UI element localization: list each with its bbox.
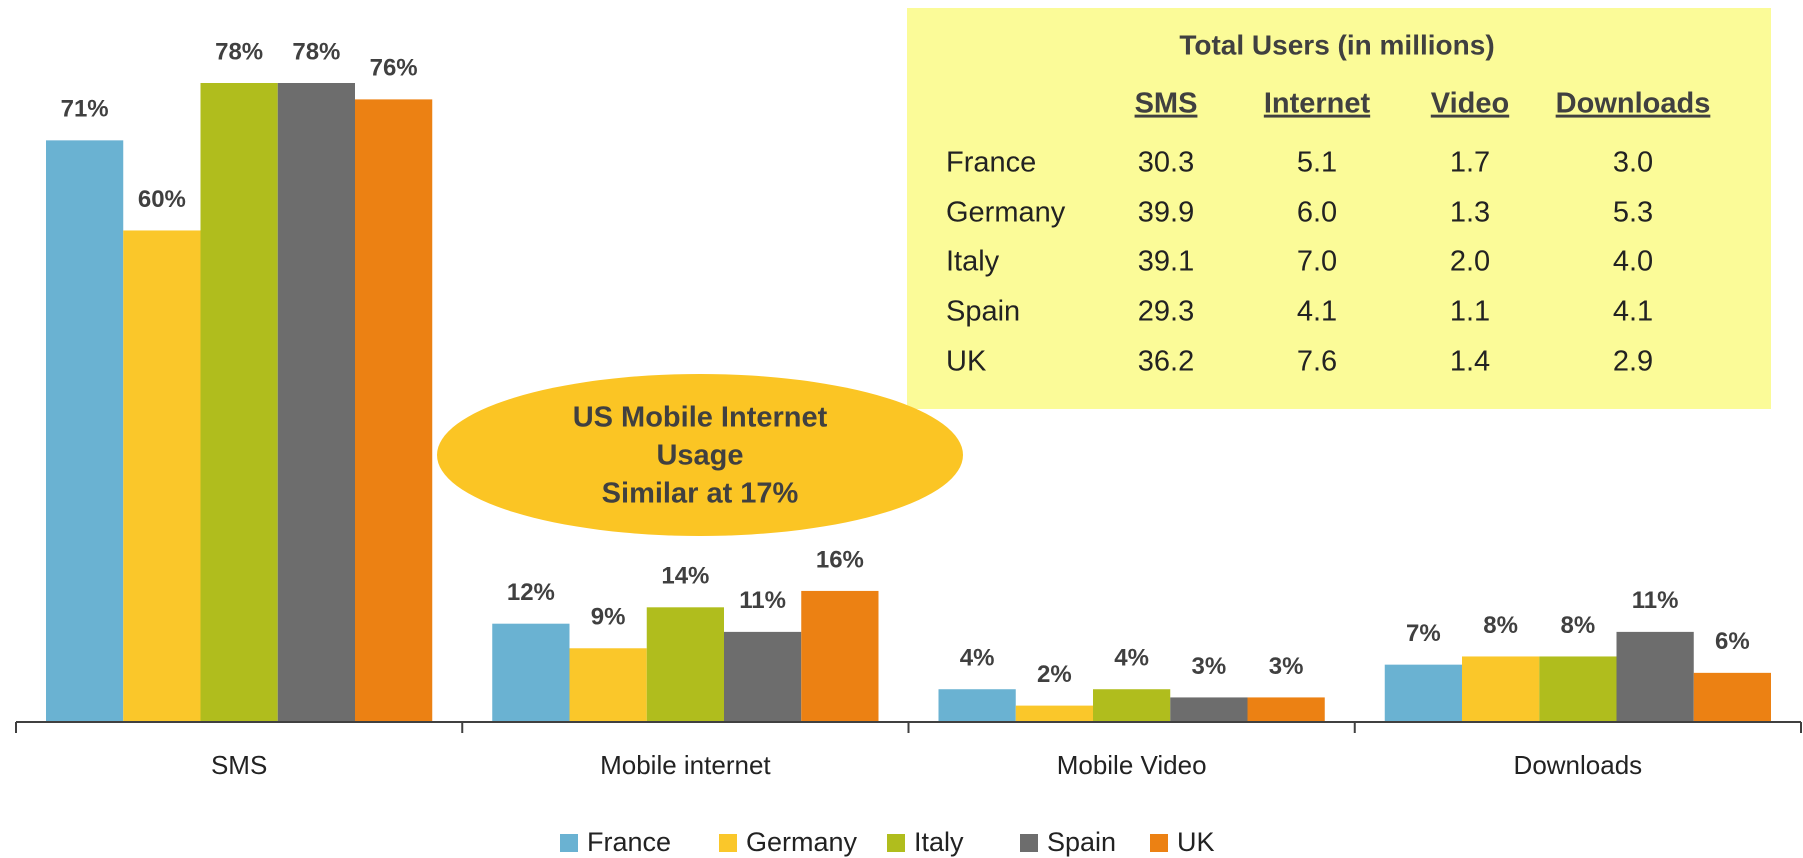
value-label: 8%: [1561, 612, 1596, 639]
value-label: 14%: [661, 563, 709, 590]
value-label: 9%: [591, 604, 626, 631]
bar: [1693, 672, 1771, 722]
table-cell: 4.1: [1297, 296, 1337, 328]
bar: [200, 83, 278, 722]
bar: [1539, 656, 1617, 722]
value-label: 8%: [1483, 612, 1518, 639]
bar: [801, 590, 879, 722]
table-cell: 39.9: [1138, 197, 1194, 229]
legend-label: France: [587, 827, 671, 857]
callout-text: Usage: [656, 440, 743, 472]
table-cell: 1.3: [1450, 197, 1490, 229]
legend-swatch: [719, 834, 737, 852]
value-label: 76%: [370, 55, 418, 82]
bar: [492, 623, 570, 722]
bar: [1093, 689, 1171, 722]
bar: [46, 140, 124, 722]
bar: [1462, 656, 1540, 722]
legend-label: Spain: [1047, 827, 1116, 857]
table-cell: 3.0: [1613, 147, 1653, 179]
x-tick-label: Mobile Video: [1057, 750, 1207, 780]
table-header: Internet: [1264, 88, 1371, 120]
table-cell: 4.1: [1613, 296, 1653, 328]
bar: [938, 689, 1016, 722]
x-tick-label: Downloads: [1514, 750, 1643, 780]
legend-swatch: [887, 834, 905, 852]
table-cell: 7.0: [1297, 246, 1337, 278]
table-cell: 1.1: [1450, 296, 1490, 328]
table-cell: 36.2: [1138, 346, 1194, 378]
bar: [123, 230, 201, 722]
bar: [1015, 705, 1093, 722]
bar: [355, 99, 433, 722]
table-header: Downloads: [1556, 88, 1711, 120]
table-box: [907, 8, 1771, 409]
value-label: 6%: [1715, 628, 1750, 655]
table-cell: 1.7: [1450, 147, 1490, 179]
value-label: 16%: [816, 546, 864, 573]
value-label: 4%: [960, 645, 995, 672]
value-label: 11%: [739, 587, 786, 614]
legend-label: Italy: [914, 827, 964, 857]
table-row-label: UK: [946, 346, 987, 378]
bar: [646, 607, 724, 722]
table-cell: 2.9: [1613, 346, 1653, 378]
bar: [1170, 697, 1248, 722]
value-label: 71%: [61, 96, 109, 123]
legend-swatch: [1020, 834, 1038, 852]
bar: [724, 631, 802, 722]
table-cell: 39.1: [1138, 246, 1194, 278]
table-cell: 7.6: [1297, 346, 1337, 378]
bar: [1247, 697, 1325, 722]
table-cell: 30.3: [1138, 147, 1194, 179]
table-cell: 29.3: [1138, 296, 1194, 328]
bar: [277, 83, 355, 722]
bar: [1616, 631, 1694, 722]
callout-text: US Mobile Internet: [573, 402, 828, 434]
table-cell: 5.3: [1613, 197, 1653, 229]
table-row-label: Spain: [946, 296, 1020, 328]
bar: [569, 648, 647, 722]
table-header: Video: [1431, 88, 1509, 120]
callout-text: Similar at 17%: [602, 478, 799, 510]
value-label: 78%: [292, 38, 340, 65]
table-row-label: Italy: [946, 246, 1000, 278]
value-label: 11%: [1632, 587, 1679, 614]
table-row-label: France: [946, 147, 1036, 179]
table-cell: 5.1: [1297, 147, 1337, 179]
legend-swatch: [560, 834, 578, 852]
legend-swatch: [1150, 834, 1168, 852]
value-label: 3%: [1192, 653, 1227, 680]
value-label: 2%: [1037, 661, 1072, 688]
value-label: 78%: [215, 38, 263, 65]
value-label: 4%: [1114, 645, 1149, 672]
value-label: 7%: [1406, 620, 1441, 647]
value-label: 3%: [1269, 653, 1304, 680]
table-cell: 1.4: [1450, 346, 1490, 378]
callout: [437, 374, 963, 536]
legend-label: UK: [1177, 827, 1215, 857]
table-cell: 2.0: [1450, 246, 1490, 278]
x-tick-label: SMS: [211, 750, 267, 780]
table-cell: 4.0: [1613, 246, 1653, 278]
table-cell: 6.0: [1297, 197, 1337, 229]
x-tick-label: Mobile internet: [600, 750, 771, 780]
table-row-label: Germany: [946, 197, 1066, 229]
table-title: Total Users (in millions): [1179, 29, 1494, 60]
legend-label: Germany: [746, 827, 858, 857]
table-header: SMS: [1135, 88, 1198, 120]
value-label: 12%: [507, 579, 555, 606]
value-label: 60%: [138, 186, 186, 213]
bar: [1384, 664, 1462, 722]
